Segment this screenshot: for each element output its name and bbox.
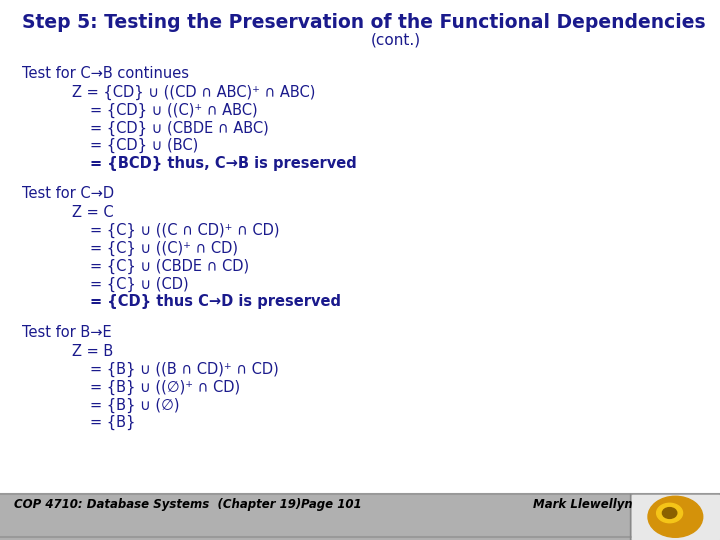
Text: Test for C→B continues: Test for C→B continues bbox=[22, 66, 189, 81]
Text: (cont.): (cont.) bbox=[371, 32, 421, 48]
Text: Test for C→D: Test for C→D bbox=[22, 186, 114, 201]
Text: = {CD} ∪ (CBDE ∩ ABC): = {CD} ∪ (CBDE ∩ ABC) bbox=[90, 120, 269, 136]
Text: Step 5: Testing the Preservation of the Functional Dependencies: Step 5: Testing the Preservation of the … bbox=[22, 14, 705, 32]
Circle shape bbox=[648, 496, 703, 537]
Text: = {B} ∪ ((B ∩ CD)⁺ ∩ CD): = {B} ∪ ((B ∩ CD)⁺ ∩ CD) bbox=[90, 362, 279, 377]
Text: Mark Llewellyn: Mark Llewellyn bbox=[533, 498, 633, 511]
Text: COP 4710: Database Systems  (Chapter 19): COP 4710: Database Systems (Chapter 19) bbox=[14, 498, 302, 511]
Text: = {B}: = {B} bbox=[90, 415, 135, 430]
Bar bbox=[632, 495, 719, 539]
Text: = {C} ∪ ((C)⁺ ∩ CD): = {C} ∪ ((C)⁺ ∩ CD) bbox=[90, 241, 238, 256]
Text: Test for B→E: Test for B→E bbox=[22, 325, 111, 340]
Text: Z = B: Z = B bbox=[72, 344, 113, 359]
Text: = {C} ∪ (CD): = {C} ∪ (CD) bbox=[90, 276, 189, 292]
Circle shape bbox=[662, 508, 677, 518]
Text: = {BCD} thus, C→B is preserved: = {BCD} thus, C→B is preserved bbox=[90, 156, 356, 171]
Text: Z = C: Z = C bbox=[72, 205, 114, 220]
Text: = {CD} thus C→D is preserved: = {CD} thus C→D is preserved bbox=[90, 294, 341, 309]
Text: = {B} ∪ (∅): = {B} ∪ (∅) bbox=[90, 397, 179, 413]
Text: Page 101: Page 101 bbox=[301, 498, 361, 511]
Text: = {CD} ∪ (BC): = {CD} ∪ (BC) bbox=[90, 138, 198, 153]
Text: = {CD} ∪ ((C)⁺ ∩ ABC): = {CD} ∪ ((C)⁺ ∩ ABC) bbox=[90, 103, 258, 118]
Circle shape bbox=[657, 503, 683, 523]
Text: Z = {CD} ∪ ((CD ∩ ABC)⁺ ∩ ABC): Z = {CD} ∪ ((CD ∩ ABC)⁺ ∩ ABC) bbox=[72, 85, 315, 100]
Text: = {C} ∪ (CBDE ∩ CD): = {C} ∪ (CBDE ∩ CD) bbox=[90, 259, 249, 274]
Bar bbox=[0, 494, 720, 540]
Text: = {B} ∪ ((∅)⁺ ∩ CD): = {B} ∪ ((∅)⁺ ∩ CD) bbox=[90, 380, 240, 395]
Text: = {C} ∪ ((C ∩ CD)⁺ ∩ CD): = {C} ∪ ((C ∩ CD)⁺ ∩ CD) bbox=[90, 223, 279, 238]
